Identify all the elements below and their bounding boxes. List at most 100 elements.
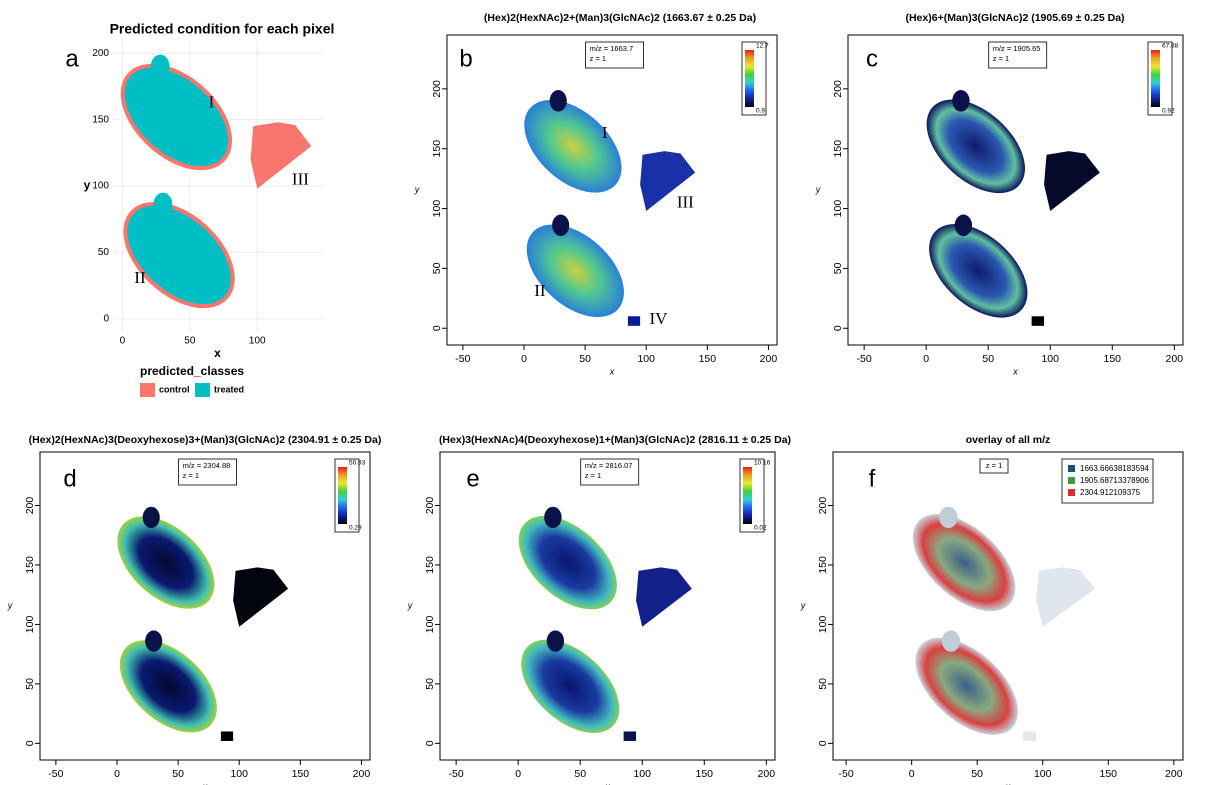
- y-axis-label: y: [800, 600, 806, 610]
- x-tick-label: -50: [455, 353, 470, 365]
- y-axis-label: y: [84, 178, 91, 192]
- colorbar-label: 50.93: [349, 460, 366, 467]
- colorbar-label: 0.9: [756, 108, 765, 115]
- tissue: [504, 622, 637, 751]
- tissue: [507, 82, 639, 210]
- tissue: [103, 622, 235, 750]
- tissue-tip: [552, 215, 569, 237]
- y-tick-label: 50: [424, 678, 436, 690]
- x-tick-label: 50: [982, 353, 994, 365]
- x-tick-label: 150: [699, 353, 717, 365]
- y-tick-label: 200: [817, 497, 829, 515]
- y-tick-label: 50: [817, 678, 829, 690]
- x-tick-label: 150: [1104, 353, 1122, 365]
- tissue-piece: [233, 567, 288, 626]
- tissue-tip: [942, 630, 960, 651]
- figure: Predicted condition for each pixela05010…: [0, 0, 1208, 785]
- y-tick-label: 150: [431, 140, 443, 158]
- x-axis-label: x: [609, 366, 615, 376]
- tissue-piece: [1044, 151, 1100, 211]
- legend-swatch: [1068, 489, 1075, 496]
- annotation: III: [677, 193, 694, 212]
- x-tick-label: 0: [923, 353, 929, 365]
- tissue-piece: [1036, 567, 1095, 626]
- y-tick-label: 100: [92, 181, 109, 192]
- y-tick-label: 150: [817, 556, 829, 574]
- tissue: [895, 496, 1033, 630]
- x-tick-label: 50: [172, 768, 184, 780]
- y-axis-label: y: [7, 600, 13, 610]
- y-tick-label: 50: [24, 678, 36, 690]
- tissue-piece: [1023, 731, 1036, 741]
- tissue-tip: [145, 630, 162, 651]
- y-axis-label: y: [414, 184, 420, 194]
- colorbar: [338, 467, 347, 524]
- colorbar-label: 0.29: [349, 525, 362, 532]
- x-tick-label: 50: [971, 768, 983, 780]
- x-tick-label: 0: [521, 353, 527, 365]
- chart-title: (Hex)6+(Man)3(GlcNAc)2 (1905.69 ± 0.25 D…: [905, 12, 1124, 24]
- panel: (Hex)2(HexNAc)3(Deoxyhexose)3+(Man)3(Glc…: [7, 434, 382, 785]
- panel: (Hex)3(HexNAc)4(Deoxyhexose)1+(Man)3(Glc…: [407, 434, 791, 785]
- x-tick-label: 100: [249, 336, 266, 347]
- x-tick-label: -50: [857, 353, 872, 365]
- x-tick-label: -50: [449, 768, 464, 780]
- y-tick-label: 0: [103, 313, 109, 324]
- y-tick-label: 150: [24, 556, 36, 574]
- x-tick-label: 150: [292, 768, 310, 780]
- tissue-piece: [624, 731, 636, 741]
- panel-letter: d: [63, 465, 76, 492]
- y-axis-label: y: [407, 600, 413, 610]
- x-tick-label: 200: [1165, 768, 1183, 780]
- y-tick-label: 150: [92, 114, 109, 125]
- y-axis-label: y: [815, 184, 821, 194]
- tissue-piece: [628, 316, 640, 326]
- inset-text: z = 1: [986, 461, 1002, 470]
- tissue-tip: [955, 215, 972, 237]
- tissue: [909, 81, 1042, 211]
- y-tick-label: 100: [424, 616, 436, 634]
- x-tick-label: 200: [353, 768, 371, 780]
- annotation: IV: [649, 309, 668, 328]
- tissue-piece: [636, 567, 692, 626]
- legend-title: predicted_classes: [140, 364, 244, 378]
- x-tick-label: 100: [637, 353, 655, 365]
- x-axis-label: x: [1012, 366, 1018, 376]
- annotation: II: [534, 281, 546, 300]
- x-axis-label: x: [214, 346, 221, 360]
- inset-text: z = 1: [993, 54, 1009, 63]
- tissue: [898, 619, 1036, 753]
- legend-label: 2304.912109375: [1080, 488, 1141, 497]
- colorbar-label: 67.88: [1162, 43, 1179, 50]
- panel-letter: c: [866, 45, 878, 72]
- chart-title: Predicted condition for each pixel: [110, 21, 335, 37]
- tissue-piece: [221, 731, 233, 741]
- tissue-tip: [151, 55, 170, 79]
- x-tick-label: 100: [1034, 768, 1052, 780]
- y-tick-label: 50: [431, 262, 443, 274]
- x-tick-label: 50: [574, 768, 586, 780]
- inset-text: m/z = 1663.7: [590, 44, 634, 53]
- chart-title: (Hex)2(HexNAc)2+(Man)3(GlcNAc)2 (1663.67…: [484, 12, 756, 24]
- tissue-tip: [550, 90, 567, 112]
- x-tick-label: 200: [758, 768, 776, 780]
- panel-letter: f: [869, 465, 876, 492]
- inset-text: m/z = 1905.65: [993, 44, 1041, 53]
- panel-letter: b: [459, 45, 472, 72]
- tissue-tip: [939, 507, 957, 528]
- y-tick-label: 150: [424, 556, 436, 574]
- annotation: III: [292, 170, 309, 189]
- tissue: [100, 499, 232, 627]
- chart-title: (Hex)2(HexNAc)3(Deoxyhexose)3+(Man)3(Glc…: [29, 434, 382, 446]
- annotation: I: [602, 123, 608, 142]
- tissue-tip: [547, 630, 564, 651]
- y-tick-label: 100: [24, 616, 36, 634]
- annotation: I: [209, 93, 215, 112]
- y-tick-label: 0: [431, 325, 443, 331]
- y-tick-label: 100: [832, 200, 844, 218]
- panel: (Hex)2(HexNAc)2+(Man)3(GlcNAc)2 (1663.67…: [414, 12, 778, 377]
- legend-swatch: [1068, 465, 1075, 472]
- x-tick-label: 0: [114, 768, 120, 780]
